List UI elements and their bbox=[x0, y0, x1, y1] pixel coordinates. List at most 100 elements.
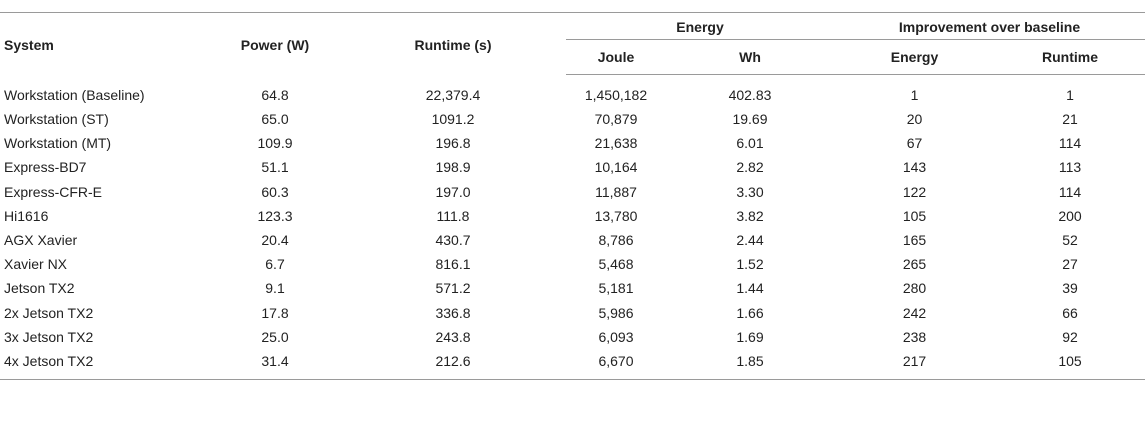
cell-power: 17.8 bbox=[261, 304, 289, 321]
cell-wh: 1.85 bbox=[666, 348, 834, 381]
energy-comparison-table: System Power (W) Runtime (s) Energy Impr… bbox=[0, 12, 1145, 381]
cell-imp-runtime: 52 bbox=[1062, 232, 1078, 249]
cell-joule: 8,786 bbox=[598, 232, 634, 249]
cell-system: 3x Jetson TX2 bbox=[4, 328, 94, 345]
cell-imp-energy: 165 bbox=[902, 232, 927, 249]
cell-imp-energy: 20 bbox=[906, 111, 923, 128]
cell-wh: 3.30 bbox=[736, 183, 764, 200]
table-row: 2x Jetson TX2 17.8 336.8 5,986 1.66 242 66 bbox=[0, 301, 1145, 325]
table-row: Workstation (MT) 109.9 196.8 21,638 6.01 67 11… bbox=[0, 131, 1145, 155]
cell-power: 64.8 bbox=[261, 86, 289, 103]
header-runtime: Runtime (s) bbox=[340, 12, 566, 75]
cell-system: Workstation (Baseline) bbox=[4, 86, 145, 103]
table-row: Workstation (ST) 65.0 1091.2 70,879 19.69 20 2… bbox=[0, 107, 1145, 131]
cell-wh: 19.69 bbox=[732, 111, 768, 128]
cell-runtime: 111.8 bbox=[436, 207, 470, 224]
cell-joule: 5,986 bbox=[598, 304, 634, 321]
table-row: AGX Xavier 20.4 430.7 8,786 2.44 165 52 bbox=[0, 228, 1145, 252]
cell-imp-runtime: 27 bbox=[1062, 256, 1078, 273]
table-row: Workstation (Baseline) 64.8 22,379.4 1,450,… bbox=[0, 75, 1145, 108]
cell-imp-energy: 143 bbox=[902, 159, 927, 176]
header-energy-group: Energy bbox=[566, 12, 834, 40]
cell-imp-runtime: 114 bbox=[1058, 183, 1082, 200]
cell-runtime: 22,379.4 bbox=[425, 86, 481, 103]
header-row-groups: System Power (W) Runtime (s) Energy Impr… bbox=[0, 12, 1145, 75]
cell-wh: 3.82 bbox=[736, 207, 764, 224]
cell-imp-energy: 1 bbox=[910, 87, 919, 103]
cell-power: 109.9 bbox=[257, 135, 293, 152]
table-row: Hi1616 123.3 111.8 13,780 3.82 105 200 bbox=[0, 204, 1145, 228]
header-power: Power (W) bbox=[210, 12, 340, 75]
cell-power: 20.4 bbox=[261, 232, 289, 249]
cell-imp-runtime: 21 bbox=[1062, 111, 1078, 128]
cell-joule: 21,638 bbox=[594, 135, 638, 152]
header-improvement-group: Improvement over baseline bbox=[834, 12, 1145, 40]
cell-imp-runtime: 114 bbox=[1058, 135, 1082, 152]
header-system: System bbox=[0, 12, 210, 75]
cell-power: 9.1 bbox=[265, 280, 285, 297]
cell-power: 31.4 bbox=[210, 348, 340, 381]
cell-wh: 2.44 bbox=[736, 232, 764, 249]
cell-imp-energy: 105 bbox=[902, 207, 927, 224]
table-row: Xavier NX 6.7 816.1 5,468 1.52 265 27 bbox=[0, 252, 1145, 276]
cell-joule: 6,670 bbox=[566, 348, 666, 381]
cell-imp-energy: 238 bbox=[902, 328, 927, 345]
cell-runtime: 243.8 bbox=[435, 328, 471, 345]
cell-system: Jetson TX2 bbox=[4, 280, 75, 297]
cell-wh: 2.82 bbox=[736, 159, 764, 176]
cell-imp-energy: 242 bbox=[902, 304, 927, 321]
cell-imp-runtime: 200 bbox=[1058, 207, 1082, 224]
cell-system: Xavier NX bbox=[4, 256, 68, 273]
cell-runtime: 212.6 bbox=[340, 348, 566, 381]
cell-joule: 5,181 bbox=[598, 280, 634, 297]
cell-imp-energy: 217 bbox=[834, 348, 995, 381]
table-row: Express-CFR-E 60.3 197.0 11,887 3.30 122 114 bbox=[0, 180, 1145, 204]
cell-power: 6.7 bbox=[265, 256, 285, 273]
cell-runtime: 816.1 bbox=[435, 256, 471, 273]
cell-system: Express-BD7 bbox=[4, 159, 87, 176]
cell-imp-runtime: 92 bbox=[1062, 328, 1078, 345]
cell-imp-runtime: 66 bbox=[1062, 304, 1078, 321]
header-row-sub: Joule Wh Energy Runtime bbox=[0, 39, 1145, 75]
cell-runtime: 198.9 bbox=[435, 159, 471, 176]
cell-system: Workstation (MT) bbox=[4, 135, 112, 152]
cell-joule: 11,887 bbox=[595, 183, 637, 200]
cell-wh: 1.52 bbox=[736, 256, 764, 273]
cell-imp-runtime: 39 bbox=[1062, 280, 1078, 297]
cell-joule: 5,468 bbox=[598, 256, 634, 273]
cell-imp-energy: 280 bbox=[902, 280, 927, 297]
cell-wh: 6.01 bbox=[736, 135, 764, 152]
table-row: Jetson TX2 9.1 571.2 5,181 1.44 280 39 bbox=[0, 276, 1145, 300]
table-row: 4x Jetson TX2 31.4 212.6 6,670 1.85 217 105 bbox=[0, 348, 1145, 381]
cell-imp-energy: 122 bbox=[902, 183, 927, 200]
cell-system: AGX Xavier bbox=[4, 232, 78, 249]
cell-power: 60.3 bbox=[261, 183, 289, 200]
table-row: 3x Jetson TX2 25.0 243.8 6,093 1.69 238 92 bbox=[0, 325, 1145, 349]
header-joule: Joule bbox=[566, 39, 666, 75]
cell-system: Hi1616 bbox=[4, 207, 49, 224]
cell-power: 25.0 bbox=[261, 328, 289, 345]
cell-joule: 70,879 bbox=[594, 111, 638, 128]
header-imp-runtime: Runtime bbox=[995, 39, 1145, 75]
cell-runtime: 1091.2 bbox=[431, 111, 475, 128]
cell-system: Workstation (ST) bbox=[4, 111, 109, 128]
cell-wh: 402.83 bbox=[728, 87, 772, 103]
cell-joule: 10,164 bbox=[594, 159, 638, 176]
cell-imp-runtime: 113 bbox=[1058, 159, 1082, 176]
cell-runtime: 571.2 bbox=[435, 280, 471, 297]
cell-joule: 6,093 bbox=[598, 328, 634, 345]
cell-power: 65.0 bbox=[261, 111, 289, 128]
cell-runtime: 197.0 bbox=[435, 183, 471, 200]
cell-imp-runtime: 105 bbox=[995, 348, 1145, 381]
table-row: Express-BD7 51.1 198.9 10,164 2.82 143 113 bbox=[0, 155, 1145, 179]
table-header: System Power (W) Runtime (s) Energy Impr… bbox=[0, 12, 1145, 75]
cell-joule: 1,450,182 bbox=[584, 87, 648, 103]
cell-imp-energy: 67 bbox=[906, 135, 923, 152]
cell-system: 4x Jetson TX2 bbox=[0, 348, 210, 381]
cell-runtime: 336.8 bbox=[435, 304, 471, 321]
cell-runtime: 196.8 bbox=[435, 135, 471, 152]
header-wh: Wh bbox=[666, 39, 834, 75]
cell-imp-runtime: 1 bbox=[1066, 87, 1074, 103]
cell-joule: 13,780 bbox=[594, 207, 638, 224]
